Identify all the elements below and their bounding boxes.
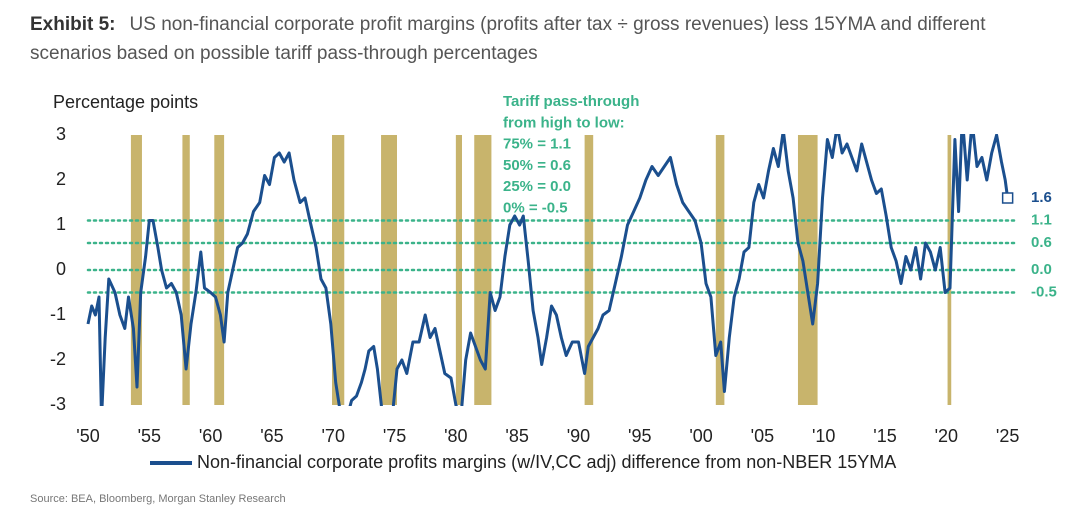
title: Exhibit 5: US non-financial corporate pro… <box>30 10 1040 68</box>
x-tick-label: '00 <box>689 426 712 446</box>
last-value-marker <box>1001 192 1014 204</box>
y-tick-label: 1 <box>56 214 66 234</box>
reference-label: 0.0 <box>1031 261 1052 278</box>
x-tick-label: '25 <box>996 426 1019 446</box>
x-tick-label: '85 <box>505 426 528 446</box>
annotation: from high to low: <box>503 114 625 131</box>
reference-label: -0.5 <box>1031 283 1057 300</box>
annotation: Tariff pass-through <box>503 93 639 110</box>
source: Source: BEA, Bloomberg, Morgan Stanley R… <box>30 493 286 505</box>
x-tick-label: '55 <box>138 426 161 446</box>
x-tick-label: '05 <box>751 426 774 446</box>
annotation: 0% = -0.5 <box>503 199 568 216</box>
reference-label: 1.1 <box>1031 211 1052 228</box>
x-tick-label: '75 <box>383 426 406 446</box>
recession-band <box>332 135 345 405</box>
title-text: US non-financial corporate profit margin… <box>30 14 986 64</box>
x-tick-label: '20 <box>935 426 958 446</box>
x-tick-label: '70 <box>322 426 345 446</box>
x-tick-label: '60 <box>199 426 222 446</box>
title-label: Exhibit 5: <box>30 14 116 35</box>
x-tick-label: '65 <box>260 426 283 446</box>
series-line <box>86 134 1010 406</box>
annotation: 75% = 1.1 <box>503 136 571 153</box>
y-tick-label: 2 <box>56 169 66 189</box>
y-tick-label: -1 <box>50 304 66 324</box>
x-tick-label: '80 <box>444 426 467 446</box>
legend-label: Non-financial corporate profits margins … <box>197 452 896 472</box>
y-tick-label: -3 <box>50 394 66 414</box>
y-axis-label: Percentage points <box>53 92 198 112</box>
reference-label: 0.6 <box>1031 234 1052 251</box>
annotation: 50% = 0.6 <box>503 157 571 174</box>
x-tick-label: '90 <box>567 426 590 446</box>
last-value-label: 1.6 <box>1031 189 1052 206</box>
y-tick-label: 3 <box>56 124 66 144</box>
annotation: 25% = 0.0 <box>503 178 571 195</box>
x-tick-label: '50 <box>76 426 99 446</box>
chart: Percentage points 3 2 1 0 -1 -2 -3 '50 '55 '60 '65… <box>50 92 1057 472</box>
y-tick-label: 0 <box>56 259 66 279</box>
x-tick-label: '15 <box>873 426 896 446</box>
x-tick-label: '10 <box>812 426 835 446</box>
y-tick-label: -2 <box>50 349 66 369</box>
x-tick-label: '95 <box>628 426 651 446</box>
